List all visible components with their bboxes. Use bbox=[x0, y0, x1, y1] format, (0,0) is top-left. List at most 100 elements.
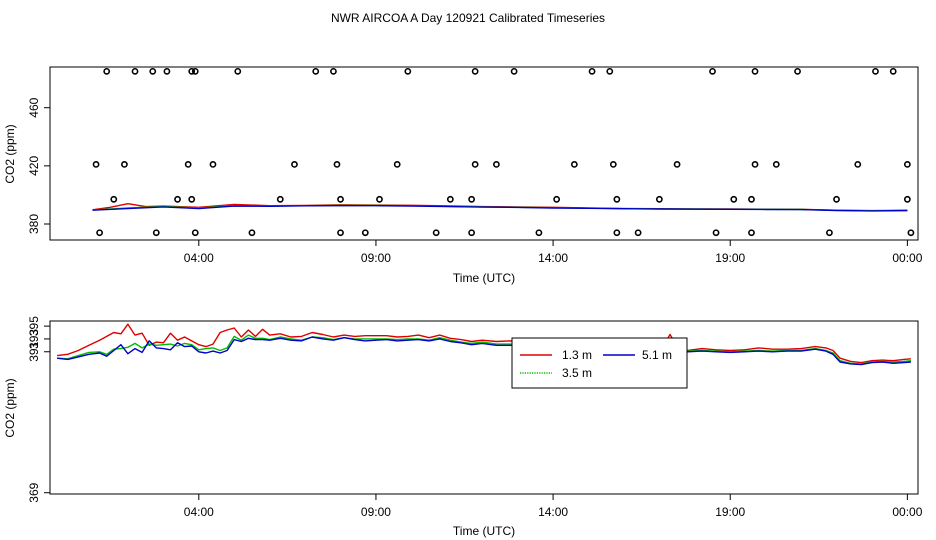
flagged-point bbox=[376, 195, 383, 203]
legend: 1.3 m 5.1 m 3.5 m bbox=[511, 337, 688, 389]
flagged-point bbox=[535, 229, 543, 237]
flagged-point bbox=[772, 161, 780, 168]
flagged-point bbox=[730, 195, 738, 203]
flagged-point bbox=[570, 161, 578, 168]
panel-1-series bbox=[92, 202, 908, 212]
x-tick-label: 14:00 bbox=[538, 251, 568, 265]
flagged-point bbox=[276, 195, 284, 203]
flagged-point bbox=[471, 161, 479, 168]
panel-2-x-axis: 04:00 09:00 14:00 19:00 00:00 bbox=[184, 494, 923, 519]
flagged-point bbox=[833, 195, 840, 203]
flagged-point bbox=[471, 67, 479, 75]
flagged-point bbox=[613, 195, 621, 203]
flagged-point bbox=[712, 229, 720, 237]
flagged-point bbox=[404, 67, 412, 75]
flagged-point bbox=[312, 67, 320, 75]
flagged-point bbox=[337, 195, 344, 203]
flagged-point bbox=[92, 161, 100, 168]
panel-1-x-axis: 04:00 09:00 14:00 19:00 00:00 bbox=[184, 240, 923, 265]
x-tick-label: 04:00 bbox=[184, 505, 214, 519]
flagged-point bbox=[337, 229, 344, 237]
x-tick-label: 00:00 bbox=[892, 505, 922, 519]
flagged-point bbox=[103, 67, 111, 75]
flagged-point bbox=[361, 229, 369, 237]
flagged-point bbox=[903, 195, 911, 203]
panel-1-flagged-points bbox=[92, 67, 915, 237]
panel-2-series bbox=[57, 323, 911, 366]
flagged-point bbox=[826, 229, 833, 237]
flagged-point bbox=[748, 195, 755, 203]
flagged-point bbox=[907, 229, 915, 237]
flagged-point bbox=[751, 67, 759, 75]
flagged-point bbox=[655, 195, 663, 203]
flagged-point bbox=[709, 67, 716, 75]
flagged-point bbox=[510, 67, 518, 75]
flagged-point bbox=[588, 67, 596, 75]
x-tick-label: 04:00 bbox=[184, 251, 214, 265]
flagged-point bbox=[794, 67, 801, 75]
flagged-point bbox=[748, 229, 755, 237]
panel-2-frame bbox=[49, 320, 919, 495]
y-tick-label: 369 bbox=[27, 482, 41, 502]
series-line-5-1-m bbox=[92, 204, 908, 212]
flagged-point bbox=[333, 161, 341, 168]
flagged-point bbox=[606, 67, 614, 75]
y-tick-label: 420 bbox=[27, 156, 41, 176]
panel-1: 380 420 460 04:00 09:00 14:00 19:00 00:00 Time… bbox=[3, 66, 923, 285]
flagged-point bbox=[393, 161, 401, 168]
x-tick-label: 00:00 bbox=[892, 251, 922, 265]
flagged-point bbox=[110, 195, 118, 203]
x-tick-label: 09:00 bbox=[361, 251, 391, 265]
legend-label-1-3m: 1.3 m bbox=[562, 348, 592, 362]
flagged-point bbox=[191, 229, 199, 237]
series-line-1-3-m bbox=[57, 323, 911, 364]
panel-1-frame bbox=[49, 66, 919, 241]
flagged-point bbox=[609, 161, 617, 168]
flagged-point bbox=[209, 161, 217, 168]
y-tick-label: 391 bbox=[27, 341, 41, 361]
flagged-point bbox=[188, 195, 196, 203]
x-tick-label: 14:00 bbox=[538, 505, 568, 519]
flagged-point bbox=[152, 229, 160, 237]
flagged-point bbox=[234, 67, 242, 75]
flagged-point bbox=[184, 161, 192, 168]
legend-label-5-1m: 5.1 m bbox=[642, 348, 672, 362]
y-tick-label: 380 bbox=[27, 214, 41, 234]
y-tick-label: 393 bbox=[27, 329, 41, 349]
flagged-point bbox=[613, 229, 621, 237]
flagged-point bbox=[492, 161, 500, 168]
panel-1-y-axis: 380 420 460 bbox=[27, 97, 50, 234]
flagged-point bbox=[889, 67, 897, 75]
legend-box bbox=[511, 337, 688, 389]
flagged-point bbox=[163, 67, 171, 75]
flagged-point bbox=[432, 229, 440, 237]
flagged-point bbox=[248, 229, 256, 237]
flagged-point bbox=[673, 161, 681, 168]
flagged-point bbox=[553, 195, 561, 203]
flagged-point bbox=[903, 161, 911, 168]
flagged-point bbox=[751, 161, 759, 168]
page-title: NWR AIRCOA A Day 120921 Calibrated Times… bbox=[331, 11, 605, 25]
legend-label-3-5m: 3.5 m bbox=[562, 366, 592, 380]
flagged-point bbox=[149, 67, 157, 75]
panel-1-x-label: Time (UTC) bbox=[453, 271, 515, 285]
x-tick-label: 19:00 bbox=[715, 251, 745, 265]
flagged-point bbox=[291, 161, 298, 168]
panel-2-x-label: Time (UTC) bbox=[453, 524, 515, 538]
flagged-point bbox=[854, 161, 862, 168]
panel-1-y-label: CO2 (ppm) bbox=[3, 124, 17, 183]
y-tick-label: 395 bbox=[27, 316, 41, 336]
flagged-point bbox=[468, 229, 475, 237]
flagged-point bbox=[121, 161, 128, 168]
flagged-point bbox=[634, 229, 642, 237]
flagged-point bbox=[174, 195, 181, 203]
flagged-point bbox=[468, 195, 475, 203]
flagged-point bbox=[131, 67, 139, 75]
flagged-point bbox=[330, 67, 337, 75]
y-tick-label: 460 bbox=[27, 97, 41, 117]
flagged-point bbox=[191, 67, 199, 75]
x-tick-label: 09:00 bbox=[361, 505, 391, 519]
flagged-point bbox=[188, 67, 196, 75]
